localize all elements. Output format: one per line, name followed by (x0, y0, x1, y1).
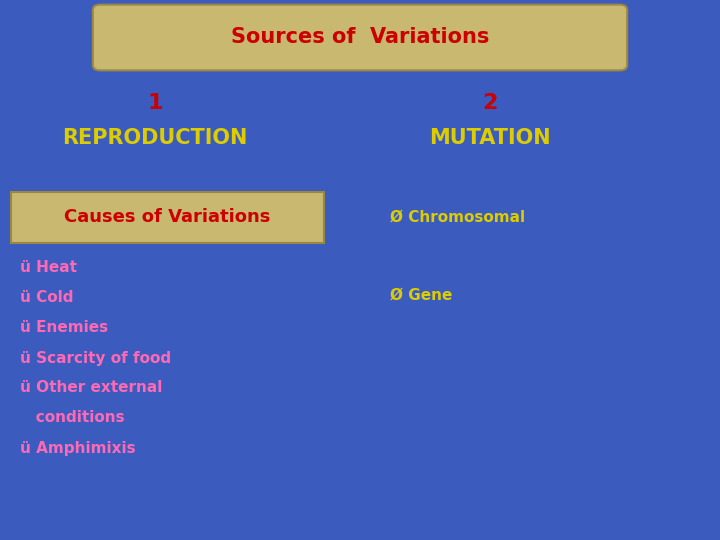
Text: conditions: conditions (20, 410, 125, 426)
Text: ü Cold: ü Cold (20, 291, 73, 306)
Text: ü Other external: ü Other external (20, 381, 163, 395)
Text: MUTATION: MUTATION (429, 128, 551, 148)
Text: Sources of  Variations: Sources of Variations (231, 27, 489, 47)
Text: Ø Chromosomal: Ø Chromosomal (390, 210, 525, 225)
Text: Causes of Variations: Causes of Variations (64, 208, 271, 226)
Text: ü Amphimixis: ü Amphimixis (20, 441, 135, 456)
Text: Ø Gene: Ø Gene (390, 287, 452, 302)
FancyBboxPatch shape (12, 192, 323, 242)
Text: REPRODUCTION: REPRODUCTION (63, 128, 248, 148)
Text: ü Scarcity of food: ü Scarcity of food (20, 350, 171, 366)
Text: ü Heat: ü Heat (20, 260, 77, 275)
Text: 2: 2 (482, 93, 498, 113)
FancyBboxPatch shape (93, 5, 627, 70)
Text: ü Enemies: ü Enemies (20, 321, 108, 335)
Text: 1: 1 (148, 93, 163, 113)
